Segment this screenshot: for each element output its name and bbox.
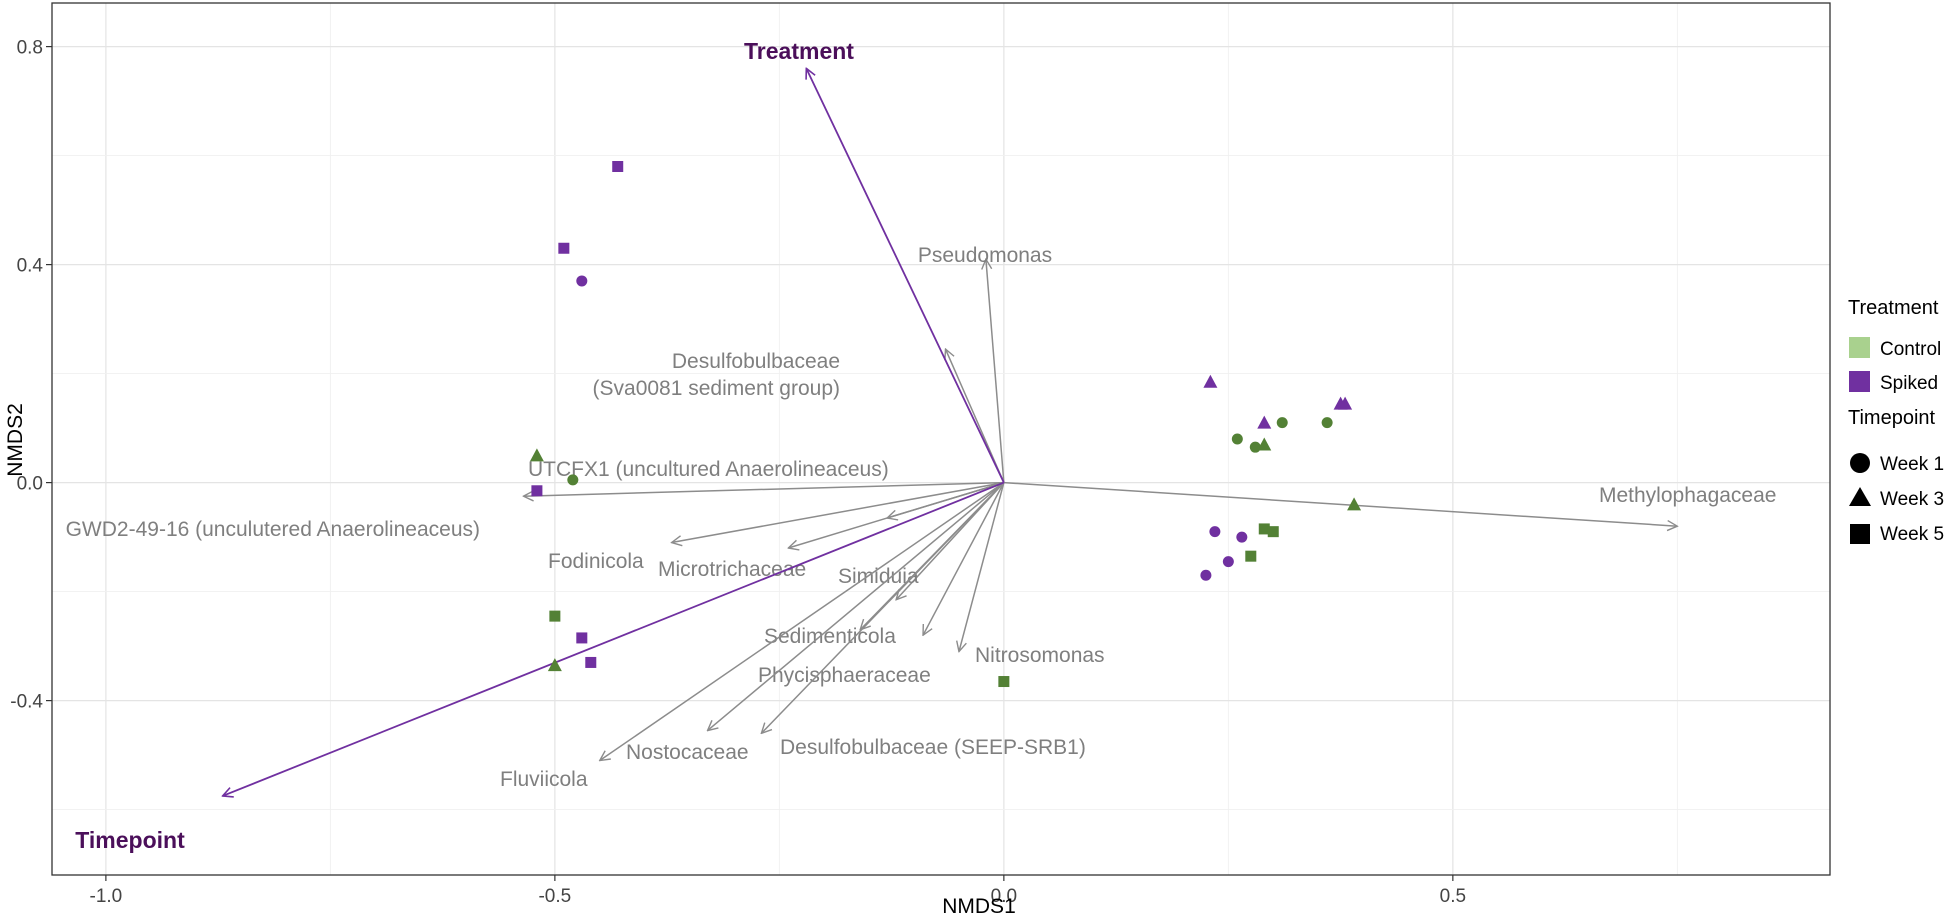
species-label: Fodinicola xyxy=(548,550,644,573)
species-arrow xyxy=(672,481,1004,543)
y-tick-label: 0.0 xyxy=(17,474,43,495)
species-label-line: (Sva0081 sediment group) xyxy=(593,377,840,400)
species-arrow xyxy=(923,482,1005,636)
legend-label-week1: Week 1 xyxy=(1880,454,1944,475)
legend-circle-icon xyxy=(1850,453,1870,473)
point-circle xyxy=(1249,441,1261,453)
grid-lines xyxy=(52,3,1830,875)
x-tick-label: 0.5 xyxy=(1440,886,1466,907)
environment-vectors: Treatment Timepoint xyxy=(75,38,1005,853)
species-arrow xyxy=(761,482,1005,734)
point-circle xyxy=(576,275,588,287)
point-circle xyxy=(1276,417,1288,429)
point-square xyxy=(531,485,543,497)
env-label: Treatment xyxy=(744,38,854,64)
sample-points xyxy=(529,161,1362,688)
point-circle xyxy=(1200,569,1212,581)
point-triangle xyxy=(547,658,562,672)
x-axis-ticks: -1.0 -0.5 0.0 0.5 xyxy=(90,875,1466,907)
y-tick-label: 0.8 xyxy=(17,38,43,59)
species-label: Phycisphaeraceae xyxy=(758,664,931,687)
point-triangle xyxy=(1338,396,1353,410)
species-arrow xyxy=(986,259,1005,483)
x-axis-title: NMDS1 xyxy=(942,895,1016,918)
point-square xyxy=(1258,523,1270,535)
env-arrow xyxy=(223,481,1005,796)
species-label: Fluviicola xyxy=(500,768,588,791)
point-triangle xyxy=(1347,497,1362,511)
species-label: Pseudomonas xyxy=(918,244,1052,267)
point-square xyxy=(576,632,588,644)
species-arrow xyxy=(600,481,1005,761)
point-square xyxy=(585,656,597,668)
legend-triangle-icon xyxy=(1849,487,1871,506)
species-label: Methylophagaceae xyxy=(1599,484,1776,507)
species-arrow xyxy=(708,482,1005,731)
species-label: UTCFX1 (uncultured Anaerolineaceus) xyxy=(528,458,889,481)
species-label: Desulfobulbaceae (SEEP-SRB1) xyxy=(780,736,1086,759)
legend-swatch-control xyxy=(1849,337,1870,358)
point-square xyxy=(558,242,570,254)
legend-swatch-spiked xyxy=(1849,371,1870,392)
env-arrow xyxy=(806,68,1005,483)
species-arrow xyxy=(1003,481,1677,527)
legend-label-week3: Week 3 xyxy=(1880,489,1944,510)
y-tick-label: -0.4 xyxy=(10,692,43,713)
legend-label-control: Control xyxy=(1880,339,1941,360)
y-axis-title: NMDS2 xyxy=(4,403,27,477)
point-square xyxy=(549,610,561,622)
legend-timepoint-title: Timepoint xyxy=(1848,407,1936,429)
env-label: Timepoint xyxy=(75,827,185,853)
legend-square-icon xyxy=(1850,524,1870,544)
species-label: Sedimenticola xyxy=(764,625,896,648)
x-tick-label: -0.5 xyxy=(538,886,571,907)
point-triangle xyxy=(1257,415,1272,429)
species-label-line: Desulfobulbaceae xyxy=(672,350,840,373)
point-square xyxy=(1267,526,1279,538)
species-label: Nitrosomonas xyxy=(975,644,1105,667)
species-label: GWD2-49-16 (unculutered Anaerolineaceus) xyxy=(66,518,480,541)
point-triangle xyxy=(1203,374,1218,388)
point-circle xyxy=(1222,556,1234,568)
point-triangle xyxy=(529,448,544,462)
species-label: Nostocaceae xyxy=(626,741,749,764)
x-tick-label: 0.0 xyxy=(991,886,1017,907)
species-label: Microtrichaceae xyxy=(658,558,806,581)
point-circle xyxy=(567,474,579,486)
species-vectors: Pseudomonas Desulfobulbaceae (Sva0081 sedi… xyxy=(66,244,1777,791)
x-tick-label: -1.0 xyxy=(90,886,123,907)
point-square xyxy=(612,161,624,172)
point-circle xyxy=(1236,531,1248,543)
point-circle xyxy=(1209,526,1221,538)
y-tick-label: 0.4 xyxy=(17,256,44,277)
point-circle xyxy=(1231,433,1243,445)
legend-label-week5: Week 5 xyxy=(1880,524,1944,545)
y-axis-ticks: 0.8 0.4 0.0 -0.4 xyxy=(10,38,52,713)
legend-label-spiked: Spiked xyxy=(1880,373,1938,394)
plot-panel-border xyxy=(51,2,1831,876)
species-arrow xyxy=(523,481,1004,497)
point-square xyxy=(1245,550,1257,562)
legend-treatment-title: Treatment xyxy=(1848,297,1939,319)
point-square xyxy=(998,676,1010,688)
species-arrow xyxy=(959,482,1005,652)
species-label: Desulfobulbaceae (Sva0081 sediment group) xyxy=(593,350,840,400)
point-circle xyxy=(1321,417,1333,429)
legend: Treatment Control Spiked Timepoint Week … xyxy=(1848,297,1944,545)
species-arrow xyxy=(887,481,1005,518)
